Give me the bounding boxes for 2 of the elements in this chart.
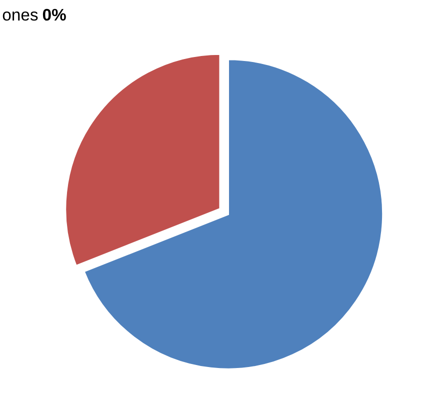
category-label: ones: [2, 11, 38, 21]
text: 0%: [42, 8, 66, 21]
